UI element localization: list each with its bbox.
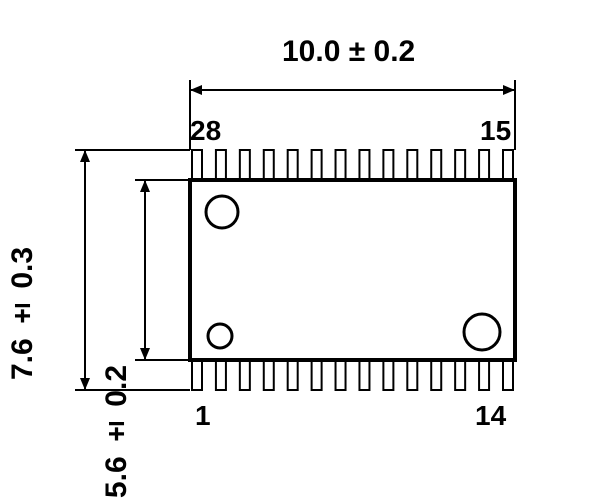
pin-num-14: 14 bbox=[475, 400, 506, 432]
pin-num-1: 1 bbox=[195, 400, 211, 432]
dim-height-outer-label: 7.6 ± 0.3 bbox=[6, 247, 40, 380]
pin-num-28: 28 bbox=[190, 115, 221, 147]
pin-num-15: 15 bbox=[480, 115, 511, 147]
dim-width-label: 10.0 ± 0.2 bbox=[282, 35, 415, 69]
dim-height-inner-label: 5.6 ± 0.2 bbox=[100, 365, 134, 498]
